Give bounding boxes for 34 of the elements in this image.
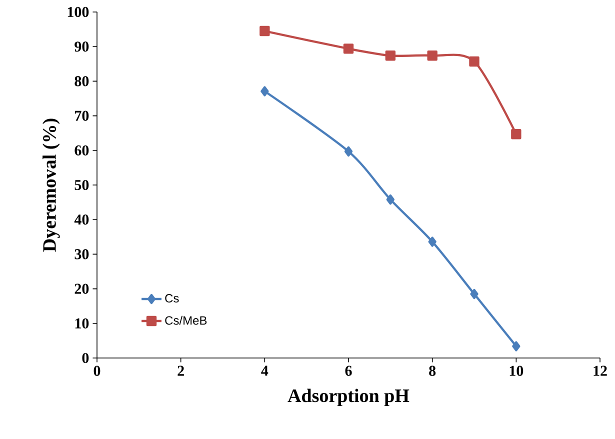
point (260, 86, 269, 96)
point (428, 236, 436, 247)
point (344, 146, 353, 157)
point (511, 129, 522, 140)
x-tick-label: 2 (178, 366, 184, 376)
x-tick-label: 8 (429, 366, 436, 376)
y-tick-label: 20 (74, 284, 89, 294)
legend-label: Cs/MeB (165, 316, 207, 325)
point (385, 50, 396, 61)
x-tick-label: 6 (345, 366, 352, 376)
point (386, 194, 395, 205)
y-tick-label: 50 (74, 180, 89, 190)
y-tick-label: 80 (74, 76, 89, 86)
y-tick-label: 90 (74, 42, 89, 52)
legend-label: Cs (165, 294, 179, 303)
y-axis-title: Dyeremoval (%) (42, 118, 60, 252)
point (469, 56, 480, 67)
y-tick-label: 70 (75, 110, 89, 121)
point (512, 341, 520, 352)
y-tick-label: 100 (68, 6, 89, 18)
x-tick-label: 10 (510, 366, 524, 376)
y-tick-label: 0 (82, 352, 89, 364)
x-axis-title: Adsorption pH (288, 388, 410, 406)
x-tick-label: 4 (261, 366, 268, 376)
point (427, 50, 438, 61)
x-tick-label: 12 (594, 366, 607, 376)
point (260, 26, 270, 36)
y-tick-label: 60 (74, 145, 89, 156)
y-tick-label: 40 (74, 214, 89, 225)
y-tick-label: 30 (74, 249, 89, 260)
y-tick-label: 10 (75, 318, 89, 328)
point (343, 44, 354, 54)
point (470, 288, 478, 300)
x-tick-label: 0 (94, 366, 100, 376)
